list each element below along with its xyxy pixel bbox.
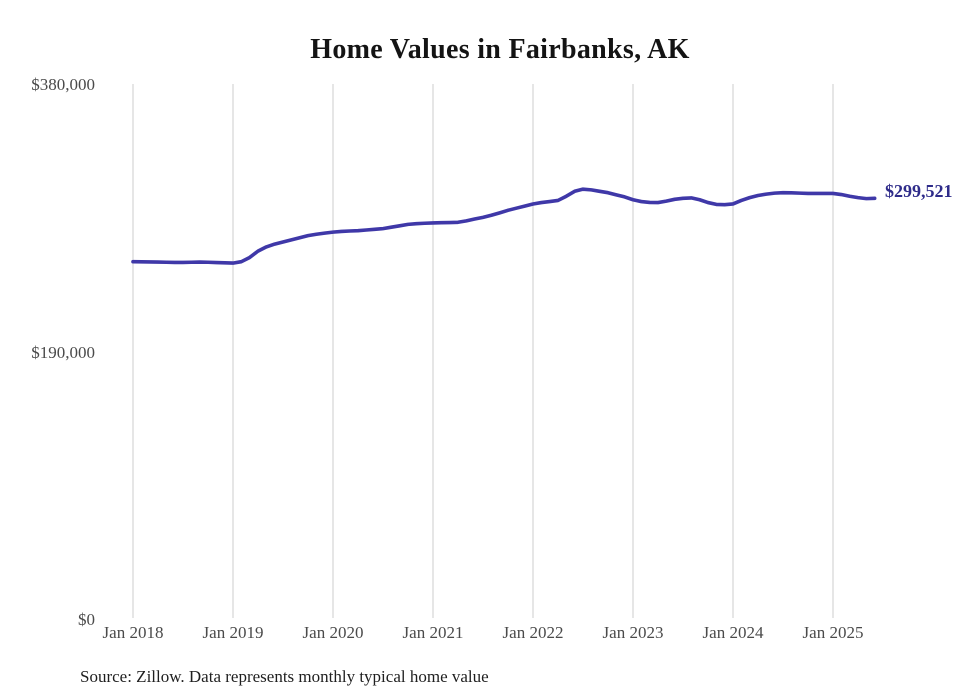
- source-note: Source: Zillow. Data represents monthly …: [80, 667, 489, 686]
- y-tick-label: $190,000: [31, 342, 95, 362]
- x-tick-label: Jan 2020: [302, 623, 364, 642]
- x-tick-label: Jan 2025: [802, 623, 864, 642]
- x-tick-label: Jan 2022: [502, 623, 564, 642]
- x-tick-label: Jan 2018: [102, 623, 164, 642]
- x-tick-label: Jan 2023: [602, 623, 664, 642]
- x-tick-label: Jan 2019: [202, 623, 264, 642]
- y-tick-label: $380,000: [31, 75, 95, 94]
- current-value-label: $299,521: [885, 181, 953, 201]
- gridlines: [132, 84, 834, 618]
- x-tick-label: Jan 2024: [702, 623, 764, 642]
- chart-title: Home Values in Fairbanks, AK: [310, 34, 690, 65]
- x-tick-label: Jan 2021: [402, 623, 464, 642]
- y-tick-label: $0: [78, 610, 95, 629]
- home-value-line: [131, 187, 877, 265]
